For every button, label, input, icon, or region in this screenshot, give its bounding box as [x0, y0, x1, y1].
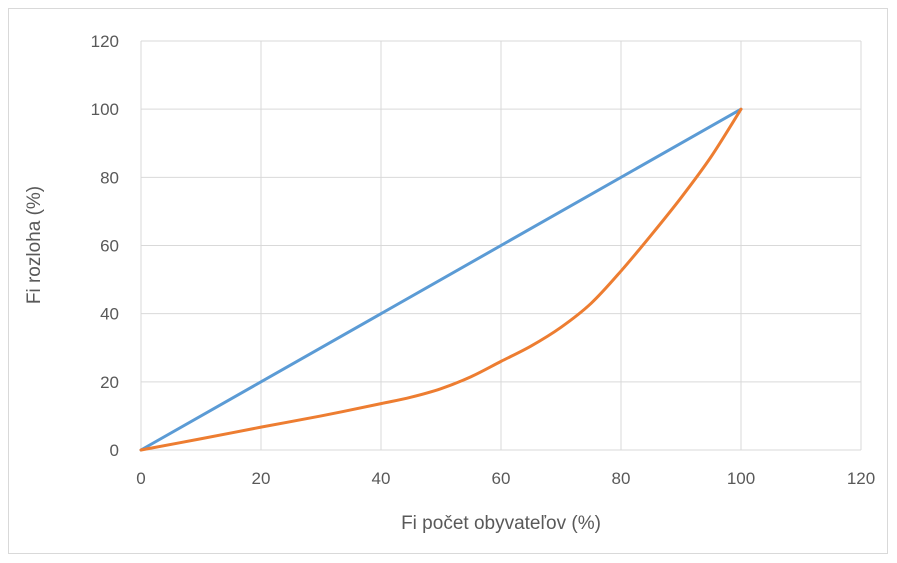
x-tick-label: 60: [492, 469, 511, 488]
y-tick-label: 120: [91, 32, 119, 51]
y-tick-label: 100: [91, 100, 119, 119]
x-tick-label: 0: [136, 469, 145, 488]
x-tick-label: 100: [727, 469, 755, 488]
y-tick-label: 20: [100, 373, 119, 392]
x-axis-title: Fi počet obyvateľov (%): [401, 513, 601, 534]
x-axis-ticks: 0 20 40 60 80 100 120: [136, 469, 875, 488]
series-layer: [139, 107, 743, 452]
equality-line: [139, 107, 743, 452]
y-tick-label: 0: [110, 441, 119, 460]
x-tick-label: 120: [847, 469, 875, 488]
x-tick-label: 80: [612, 469, 631, 488]
y-tick-label: 40: [100, 305, 119, 324]
x-tick-label: 20: [252, 469, 271, 488]
x-tick-label: 40: [372, 469, 391, 488]
y-axis-title: Fi rozloha (%): [24, 186, 45, 304]
lorenz-curve-line: [139, 107, 743, 452]
y-tick-label: 60: [100, 237, 119, 256]
y-axis-ticks: 0 20 40 60 80 100 120: [91, 32, 119, 460]
y-tick-label: 80: [100, 168, 119, 187]
